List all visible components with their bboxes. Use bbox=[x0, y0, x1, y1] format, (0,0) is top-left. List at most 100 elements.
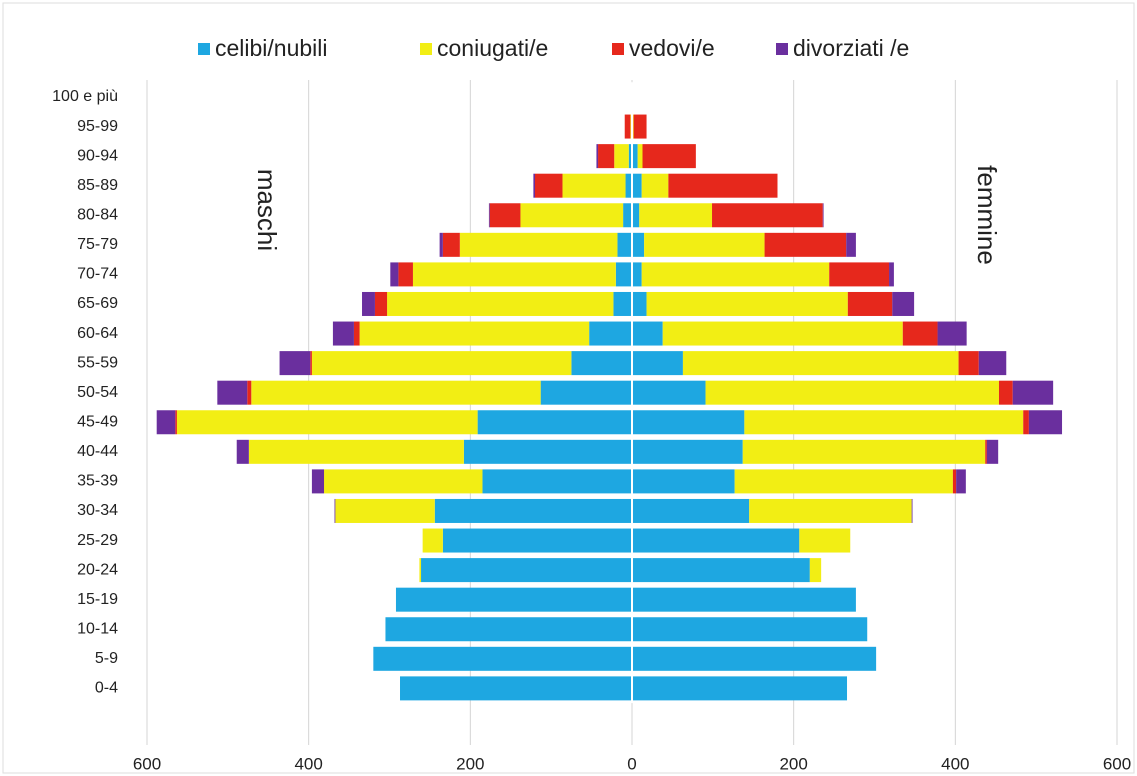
bar-segment bbox=[562, 173, 626, 198]
bar-segment bbox=[353, 321, 360, 346]
bar-segment bbox=[742, 439, 986, 464]
legend-swatch bbox=[776, 43, 788, 55]
bar-segment bbox=[958, 351, 979, 376]
bar-segment bbox=[625, 173, 632, 198]
y-tick-label: 25-29 bbox=[77, 532, 118, 549]
bar-segment bbox=[644, 232, 765, 257]
bar-segment bbox=[442, 528, 632, 553]
bar-segment bbox=[398, 262, 413, 287]
bar-segment bbox=[400, 676, 632, 701]
bar-segment bbox=[628, 144, 632, 169]
legend-label: divorziati /e bbox=[793, 35, 909, 61]
bar-segment bbox=[334, 498, 336, 523]
bar-segment bbox=[764, 232, 847, 257]
y-tick-label: 90-94 bbox=[77, 147, 118, 164]
bar-segment bbox=[176, 410, 478, 435]
x-tick-label: 600 bbox=[1103, 754, 1131, 773]
bar-segment bbox=[390, 262, 399, 287]
bar-segment bbox=[889, 262, 894, 287]
legend-label: coniugati/e bbox=[437, 35, 548, 61]
bar-segment bbox=[589, 321, 632, 346]
bar-segment bbox=[646, 291, 848, 316]
bar-segment bbox=[1023, 410, 1029, 435]
bar-segment bbox=[637, 144, 643, 169]
bar-segment bbox=[477, 410, 632, 435]
y-tick-label: 85-89 bbox=[77, 177, 118, 194]
bar-segment bbox=[248, 439, 464, 464]
y-tick-label: 100 e più bbox=[52, 88, 118, 105]
bar-segment bbox=[632, 291, 647, 316]
y-tick-label: 80-84 bbox=[77, 206, 118, 223]
bar-segment bbox=[335, 498, 435, 523]
bar-segment bbox=[434, 498, 632, 523]
side-label: maschi bbox=[252, 169, 282, 251]
bar-segment bbox=[540, 380, 632, 405]
bar-segment bbox=[986, 439, 999, 464]
bar-segment bbox=[324, 469, 483, 494]
bar-segment bbox=[488, 203, 490, 228]
y-tick-label: 45-49 bbox=[77, 413, 118, 430]
bar-segment bbox=[385, 617, 632, 642]
y-tick-label: 20-24 bbox=[77, 561, 118, 578]
bar-segment bbox=[310, 351, 312, 376]
bar-segment bbox=[799, 528, 851, 553]
bar-segment bbox=[387, 291, 614, 316]
y-tick-label: 65-69 bbox=[77, 295, 118, 312]
bar-segment bbox=[596, 144, 599, 169]
bar-segment bbox=[642, 144, 696, 169]
bar-segment bbox=[419, 558, 422, 583]
y-tick-label: 55-59 bbox=[77, 354, 118, 371]
x-tick-label: 200 bbox=[456, 754, 484, 773]
bar-segment bbox=[749, 498, 912, 523]
side-label: femmine bbox=[972, 165, 1002, 265]
bar-segment bbox=[373, 646, 632, 671]
bar-segment bbox=[535, 173, 563, 198]
bar-segment bbox=[422, 528, 443, 553]
bar-segment bbox=[412, 262, 616, 287]
bar-segment bbox=[734, 469, 953, 494]
bar-segment bbox=[641, 262, 830, 287]
bar-segment bbox=[632, 617, 868, 642]
bar-segment bbox=[978, 351, 1007, 376]
bar-segment bbox=[632, 380, 706, 405]
bar-segment bbox=[632, 587, 856, 612]
y-tick-label: 95-99 bbox=[77, 118, 118, 135]
x-tick-label: 200 bbox=[779, 754, 807, 773]
bar-segment bbox=[571, 351, 632, 376]
bar-segment bbox=[682, 351, 959, 376]
bar-segment bbox=[1028, 410, 1063, 435]
bar-segment bbox=[359, 321, 590, 346]
bar-segment bbox=[247, 380, 252, 405]
bar-segment bbox=[632, 351, 683, 376]
bar-segment bbox=[156, 410, 176, 435]
legend-swatch bbox=[420, 43, 432, 55]
x-tick-label: 400 bbox=[941, 754, 969, 773]
bar-segment bbox=[311, 469, 325, 494]
bar-segment bbox=[632, 262, 642, 287]
bar-segment bbox=[421, 558, 632, 583]
x-tick-label: 0 bbox=[627, 754, 636, 773]
bar-segment bbox=[533, 173, 535, 198]
bar-segment bbox=[632, 646, 877, 671]
bar-segment bbox=[251, 380, 541, 405]
bar-segment bbox=[705, 380, 999, 405]
bar-segment bbox=[632, 528, 800, 553]
bar-segment bbox=[632, 439, 743, 464]
legend-label: vedovi/e bbox=[629, 35, 715, 61]
bar-segment bbox=[520, 203, 624, 228]
x-tick-label: 600 bbox=[133, 754, 161, 773]
y-tick-label: 60-64 bbox=[77, 325, 118, 342]
x-tick-label: 400 bbox=[294, 754, 322, 773]
y-tick-label: 40-44 bbox=[77, 443, 118, 460]
bar-segment bbox=[847, 291, 893, 316]
bar-segment bbox=[956, 469, 966, 494]
bar-segment bbox=[439, 232, 443, 257]
bar-segment bbox=[744, 410, 1024, 435]
bar-segment bbox=[459, 232, 618, 257]
bar-segment bbox=[217, 380, 248, 405]
bar-segment bbox=[846, 232, 856, 257]
y-tick-label: 75-79 bbox=[77, 236, 118, 253]
bar-segment bbox=[613, 291, 632, 316]
y-tick-label: 50-54 bbox=[77, 384, 118, 401]
